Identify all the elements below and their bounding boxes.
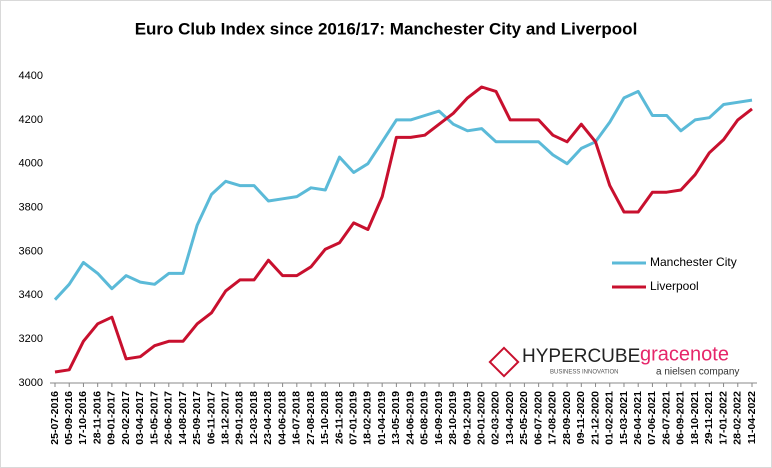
- x-tick-label: 17-08-2020: [547, 391, 559, 445]
- x-tick-label: 13-05-2019: [390, 391, 402, 445]
- x-tick-label: 07-06-2021: [646, 391, 658, 445]
- x-tick-label: 28-02-2022: [732, 391, 744, 445]
- x-tick-label: 16-07-2018: [291, 391, 303, 445]
- logo-name: gracenote: [640, 343, 729, 365]
- x-tick-label: 29-11-2021: [703, 391, 715, 444]
- x-tick-label: 11-04-2022: [746, 391, 758, 444]
- x-tick-label: 13-04-2020: [504, 391, 516, 445]
- x-tick-label: 06-09-2021: [675, 391, 687, 445]
- legend-label: Liverpool: [650, 279, 699, 293]
- x-tick-label: 27-08-2018: [305, 391, 317, 445]
- x-tick-label: 17-01-2022: [717, 391, 729, 445]
- x-tick-label: 25-05-2020: [518, 391, 530, 445]
- logo-name: HYPERCUBE: [522, 346, 640, 367]
- x-tick-label: 20-01-2020: [476, 391, 488, 445]
- x-tick-label: 01-04-2019: [376, 391, 388, 445]
- series-line: [54, 85, 753, 374]
- x-tick-label: 26-06-2017: [163, 391, 175, 445]
- y-tick-label: 3200: [19, 333, 43, 345]
- y-tick-label: 3600: [19, 245, 43, 257]
- logo-tagline: BUSINESS INNOVATION: [550, 370, 618, 376]
- x-tick-label: 05-08-2019: [419, 391, 431, 445]
- x-tick-label: 02-03-2020: [490, 391, 502, 445]
- x-tick-label: 07-01-2019: [347, 391, 359, 445]
- x-tick-label: 28-11-2016: [91, 391, 103, 444]
- x-tick-label: 09-12-2019: [461, 391, 473, 445]
- x-tick-label: 28-10-2019: [447, 391, 459, 445]
- y-tick-label: 3400: [19, 289, 43, 301]
- logo-tagline: a nielsen company: [656, 367, 739, 378]
- x-tick-label: 28-09-2020: [561, 391, 573, 445]
- x-tick-label: 09-01-2017: [106, 391, 118, 445]
- x-tick-label: 06-11-2017: [205, 391, 217, 444]
- x-tick-label: 25-07-2016: [49, 391, 61, 445]
- x-tick-label: 21-12-2020: [589, 391, 601, 445]
- x-tick-label: 14-08-2017: [177, 391, 189, 445]
- y-tick-label: 4400: [19, 70, 43, 82]
- x-tick-label: 18-12-2017: [219, 391, 231, 445]
- x-tick-label: 15-10-2018: [319, 391, 331, 445]
- x-tick-label: 26-07-2021: [660, 391, 672, 445]
- x-tick-label: 15-03-2021: [618, 391, 630, 445]
- x-tick-label: 24-06-2019: [404, 391, 416, 445]
- x-tick-label: 26-04-2021: [632, 391, 644, 445]
- series-line: [53, 89, 753, 301]
- x-tick-label: 05-09-2016: [63, 391, 75, 445]
- x-tick-label: 15-05-2017: [148, 391, 160, 445]
- x-tick-label: 09-11-2020: [575, 391, 587, 444]
- x-tick-label: 25-09-2017: [191, 391, 203, 445]
- y-tick-label: 3800: [19, 201, 43, 213]
- x-tick-label: 29-01-2018: [234, 391, 246, 445]
- y-tick-label: 3000: [19, 377, 43, 389]
- y-tick-label: 4200: [19, 114, 43, 126]
- x-tick-label: 06-07-2020: [532, 391, 544, 445]
- y-tick-label: 4000: [19, 158, 43, 170]
- x-tick-label: 01-02-2021: [604, 391, 616, 445]
- x-tick-label: 20-02-2017: [120, 391, 132, 445]
- hypercube-logo: HYPERCUBE BUSINESS INNOVATION gracenote …: [488, 343, 739, 378]
- x-tick-label: 16-09-2019: [433, 391, 445, 445]
- x-tick-label: 18-10-2021: [689, 391, 701, 445]
- x-tick-label: 18-02-2019: [362, 391, 374, 445]
- x-tick-label: 23-04-2018: [262, 391, 274, 445]
- legend-label: Manchester City: [650, 255, 737, 269]
- x-tick-label: 26-11-2018: [333, 391, 345, 444]
- chart-title: Euro Club Index since 2016/17: Mancheste…: [135, 19, 638, 38]
- x-tick-label: 12-03-2018: [248, 391, 260, 445]
- x-tick-label: 04-06-2018: [276, 391, 288, 445]
- logo-icon: [488, 346, 520, 378]
- x-tick-label: 17-10-2016: [77, 391, 89, 445]
- x-tick-label: 03-04-2017: [134, 391, 146, 445]
